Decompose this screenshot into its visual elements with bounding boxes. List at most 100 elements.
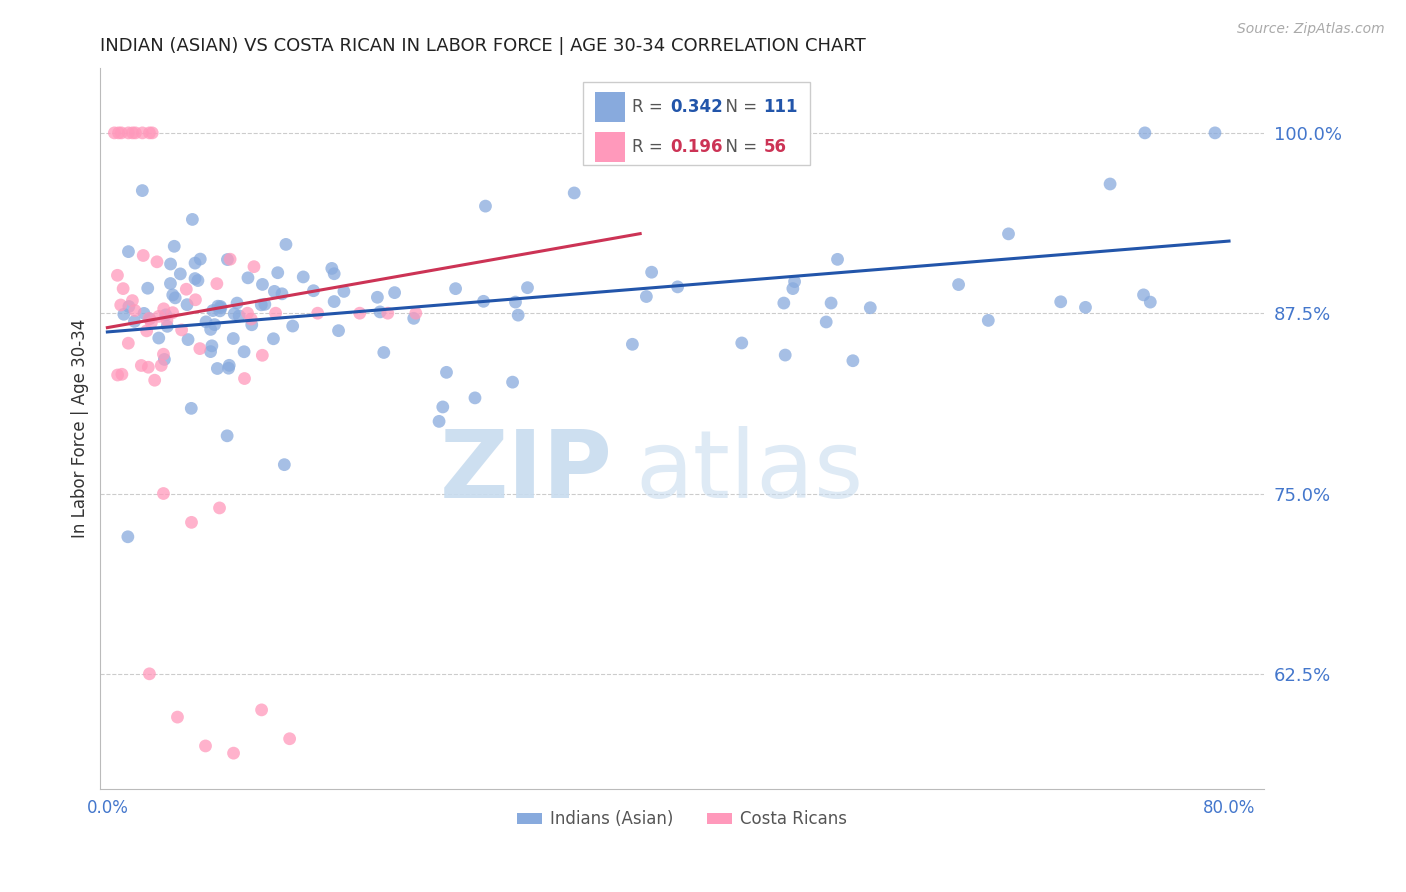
Point bbox=[402, 311, 425, 326]
Point bbox=[138, 666, 160, 681]
Point bbox=[472, 294, 495, 309]
Point bbox=[948, 277, 970, 292]
Point bbox=[432, 400, 454, 414]
Point bbox=[187, 273, 209, 287]
Point bbox=[384, 285, 406, 300]
Point bbox=[159, 257, 181, 271]
Point bbox=[152, 347, 174, 361]
Point bbox=[111, 368, 134, 382]
Point bbox=[731, 335, 754, 350]
Point bbox=[112, 282, 135, 296]
Point bbox=[208, 500, 231, 515]
Point bbox=[208, 304, 231, 318]
FancyBboxPatch shape bbox=[595, 92, 626, 122]
Point bbox=[252, 348, 274, 362]
Point bbox=[207, 299, 229, 313]
Point bbox=[177, 333, 200, 347]
Point bbox=[148, 331, 170, 345]
Point bbox=[1204, 126, 1226, 140]
Point bbox=[205, 277, 228, 291]
Point bbox=[143, 373, 166, 387]
Point bbox=[1099, 177, 1122, 191]
Point bbox=[240, 312, 263, 326]
Point bbox=[859, 301, 882, 315]
Point bbox=[131, 126, 153, 140]
Point bbox=[274, 237, 297, 252]
Point bbox=[138, 126, 160, 140]
Point bbox=[820, 296, 842, 310]
Point bbox=[152, 301, 174, 316]
Point bbox=[131, 359, 153, 373]
Point bbox=[107, 368, 129, 382]
Point bbox=[195, 315, 218, 329]
Point bbox=[281, 319, 304, 334]
Point bbox=[117, 530, 139, 544]
Point bbox=[368, 305, 391, 319]
Point bbox=[156, 313, 179, 327]
Point bbox=[366, 290, 388, 304]
Point bbox=[162, 306, 184, 320]
Point bbox=[827, 252, 849, 267]
Point bbox=[170, 323, 193, 337]
Point bbox=[464, 391, 486, 405]
Point bbox=[252, 277, 274, 292]
Point bbox=[427, 414, 450, 428]
Point bbox=[152, 486, 174, 500]
Point bbox=[217, 429, 239, 443]
Point bbox=[1139, 295, 1161, 310]
Point bbox=[132, 248, 155, 262]
Point bbox=[263, 285, 285, 299]
Point bbox=[188, 342, 211, 356]
Point bbox=[153, 352, 176, 367]
Point bbox=[110, 298, 132, 312]
Point bbox=[323, 294, 346, 309]
Text: 0.342: 0.342 bbox=[671, 98, 723, 116]
FancyBboxPatch shape bbox=[595, 132, 626, 162]
Point bbox=[997, 227, 1019, 241]
Point bbox=[107, 268, 129, 283]
Point bbox=[138, 311, 160, 326]
Point bbox=[124, 303, 146, 318]
Point bbox=[107, 126, 129, 140]
Point bbox=[184, 256, 207, 270]
Point bbox=[236, 306, 259, 320]
Text: N =: N = bbox=[714, 138, 762, 156]
Point bbox=[228, 309, 250, 323]
Text: 0.196: 0.196 bbox=[671, 138, 723, 156]
Point bbox=[222, 332, 245, 346]
Point bbox=[124, 314, 146, 328]
Point bbox=[103, 126, 125, 140]
Point bbox=[166, 710, 188, 724]
Point bbox=[219, 252, 242, 267]
Point bbox=[273, 458, 295, 472]
Point bbox=[200, 322, 222, 336]
Point bbox=[180, 516, 202, 530]
Point bbox=[508, 308, 530, 322]
Point bbox=[184, 271, 207, 285]
Point bbox=[278, 731, 301, 746]
Point bbox=[131, 184, 153, 198]
Point bbox=[666, 280, 689, 294]
Point bbox=[207, 361, 229, 376]
Text: R =: R = bbox=[633, 98, 668, 116]
Point bbox=[444, 282, 467, 296]
Point bbox=[159, 277, 181, 291]
Point bbox=[640, 265, 662, 279]
Point bbox=[233, 371, 256, 385]
Point bbox=[222, 746, 245, 760]
Point bbox=[169, 267, 191, 281]
Text: atlas: atlas bbox=[636, 425, 863, 518]
Point bbox=[184, 293, 207, 307]
Point bbox=[977, 313, 1000, 327]
Point bbox=[112, 307, 135, 321]
Point bbox=[474, 199, 496, 213]
Point bbox=[264, 306, 287, 320]
Point bbox=[181, 212, 204, 227]
Point bbox=[194, 739, 217, 753]
Text: R =: R = bbox=[633, 138, 668, 156]
Text: INDIAN (ASIAN) VS COSTA RICAN IN LABOR FORCE | AGE 30-34 CORRELATION CHART: INDIAN (ASIAN) VS COSTA RICAN IN LABOR F… bbox=[100, 37, 866, 55]
Point bbox=[1049, 294, 1071, 309]
Point bbox=[155, 308, 177, 322]
Point bbox=[502, 375, 524, 389]
Point bbox=[302, 284, 325, 298]
